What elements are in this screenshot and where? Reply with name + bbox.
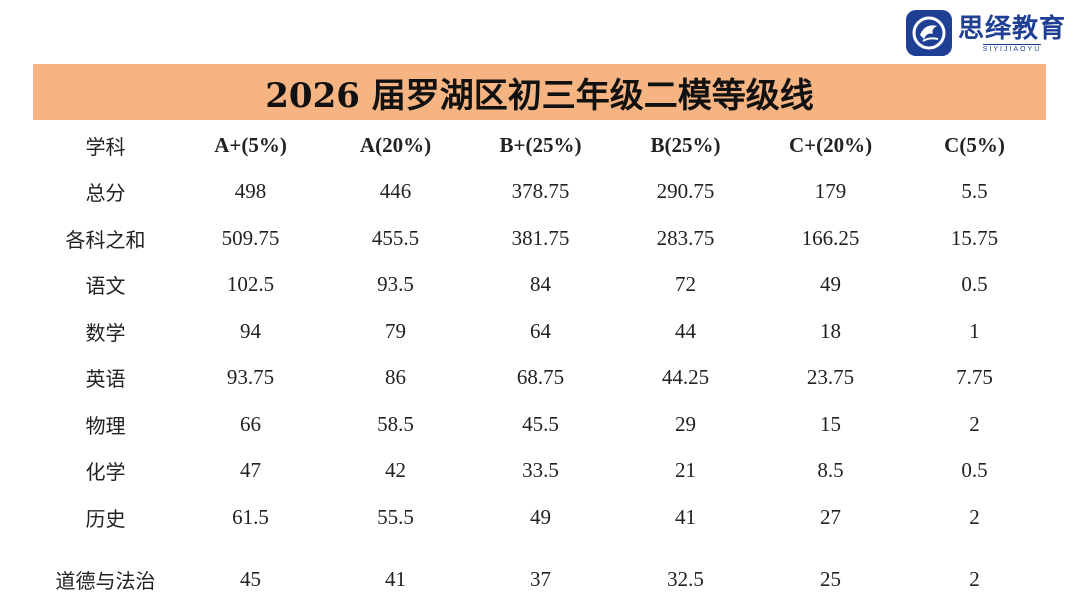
table-cell: 33.5 [522, 458, 559, 483]
table-cell: 44 [675, 318, 696, 343]
table-cell: 18 [820, 318, 841, 343]
table-cell: 25 [820, 567, 841, 591]
table-cell: 7.75 [956, 365, 993, 390]
table-cell: 1 [969, 318, 980, 343]
table-row: 英语 93.75 86 68.75 44.25 23.75 7.75 [33, 355, 1046, 402]
table-cell: 27 [820, 504, 841, 529]
brand-logo: 思绎教育 SIYIJIAOYU [905, 10, 1066, 56]
subject-cell: 语文 [85, 274, 126, 299]
table-cell: 179 [814, 179, 847, 204]
column-header: 学科 [85, 134, 126, 159]
table-cell: 64 [530, 318, 551, 343]
table-cell: 15.75 [950, 225, 999, 250]
table-header-row: 学科 A+(5%) A(20%) B+(25%) B(25%) C+(20%) … [33, 122, 1046, 169]
subject-cell: 数学 [85, 320, 126, 345]
table-row: 语文 102.5 93.5 84 72 49 0.5 [33, 262, 1046, 309]
column-header: B(25%) [650, 132, 721, 157]
table-cell: 15 [820, 411, 841, 436]
subject-cell: 各科之和 [65, 227, 146, 252]
table-cell: 455.5 [371, 225, 420, 250]
column-header: C(5%) [944, 132, 1005, 157]
table-cell: 55.5 [377, 504, 414, 529]
grade-threshold-table: 学科 A+(5%) A(20%) B+(25%) B(25%) C+(20%) … [33, 122, 1046, 611]
table-cell: 58.5 [377, 411, 414, 436]
table-cell: 93.5 [377, 272, 414, 297]
table-row: 总分 498 446 378.75 290.75 179 5.5 [33, 169, 1046, 216]
table-cell: 446 [379, 179, 412, 204]
table-cell: 41 [385, 567, 406, 591]
table-cell: 93.75 [226, 365, 275, 390]
table-cell: 0.5 [961, 458, 988, 483]
tiger-logo-icon [905, 10, 952, 56]
table-cell: 47 [240, 458, 261, 483]
table-cell: 79 [385, 318, 406, 343]
table-cell: 23.75 [806, 365, 855, 390]
subject-cell: 总分 [85, 181, 126, 206]
table-row: 数学 94 79 64 44 18 1 [33, 308, 1046, 355]
table-cell: 509.75 [221, 225, 280, 250]
table-cell: 61.5 [232, 504, 269, 529]
table-cell: 166.25 [801, 225, 860, 250]
table-row: 历史 61.5 55.5 49 41 27 2 [33, 494, 1046, 541]
table-cell: 45.5 [522, 411, 559, 436]
table-cell: 0.5 [961, 272, 988, 297]
column-header: B+(25%) [499, 132, 582, 157]
table-cell: 49 [530, 504, 551, 529]
table-cell: 32.5 [667, 567, 704, 591]
table-cell: 381.75 [511, 225, 570, 250]
page-title: 2026 届罗湖区初三年级二模等级线 [265, 75, 814, 116]
table-row: 道德与法治 45 41 37 32.5 25 2 [33, 541, 1046, 611]
subject-cell: 物理 [85, 413, 126, 438]
table-cell: 21 [675, 458, 696, 483]
brand-name: 思绎教育 [957, 13, 1066, 44]
table-cell: 498 [234, 179, 267, 204]
brand-subtitle: SIYIJIAOYU [982, 43, 1042, 53]
table-cell: 2 [969, 411, 980, 436]
table-cell: 29 [675, 411, 696, 436]
table-cell: 44.25 [661, 365, 710, 390]
column-header: A+(5%) [214, 132, 287, 157]
table-cell: 5.5 [961, 179, 988, 204]
table-cell: 68.75 [516, 365, 565, 390]
table-cell: 290.75 [656, 179, 715, 204]
logo-text: 思绎教育 SIYIJIAOYU [958, 14, 1066, 53]
table-cell: 41 [675, 504, 696, 529]
table-cell: 86 [385, 365, 406, 390]
table-row: 化学 47 42 33.5 21 8.5 0.5 [33, 448, 1046, 495]
table-cell: 66 [240, 411, 261, 436]
table-cell: 8.5 [817, 458, 844, 483]
table-cell: 2 [969, 567, 980, 591]
table-cell: 49 [820, 272, 841, 297]
table-cell: 378.75 [511, 179, 570, 204]
column-header: C+(20%) [788, 132, 873, 157]
table-cell: 84 [530, 272, 551, 297]
title-bar: 2026 届罗湖区初三年级二模等级线 [33, 64, 1046, 120]
table-cell: 45 [240, 567, 261, 591]
table-cell: 37 [530, 567, 551, 591]
table-cell: 42 [385, 458, 406, 483]
subject-cell: 英语 [85, 367, 126, 392]
table-row: 各科之和 509.75 455.5 381.75 283.75 166.25 1… [33, 215, 1046, 262]
table-cell: 2 [969, 504, 980, 529]
table-cell: 94 [240, 318, 261, 343]
subject-cell: 历史 [85, 506, 126, 531]
subject-cell: 道德与法治 [55, 569, 156, 593]
table-cell: 72 [675, 272, 696, 297]
table-row: 物理 66 58.5 45.5 29 15 2 [33, 401, 1046, 448]
column-header: A(20%) [359, 132, 432, 157]
subject-cell: 化学 [85, 460, 126, 485]
table-cell: 283.75 [656, 225, 715, 250]
table-cell: 102.5 [226, 272, 275, 297]
